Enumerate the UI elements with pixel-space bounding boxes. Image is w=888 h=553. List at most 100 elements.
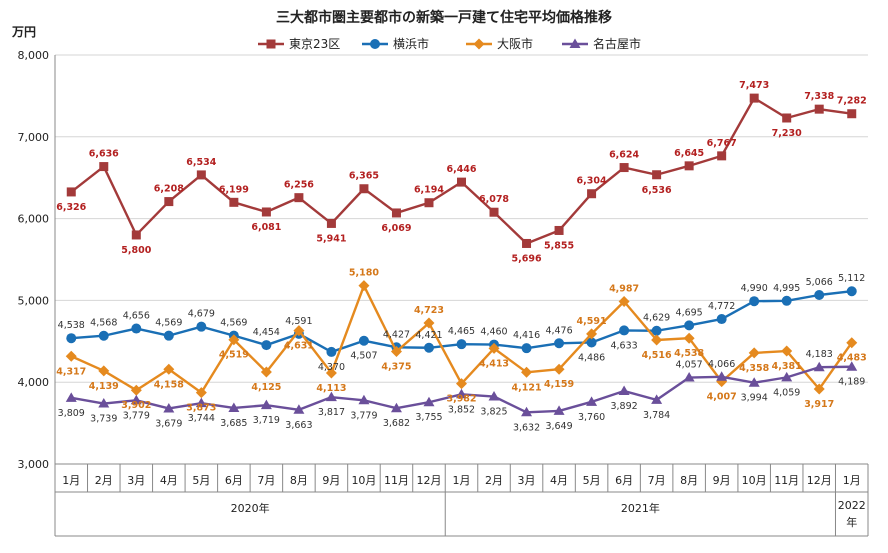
data-label: 4,772 [708, 301, 735, 312]
year-label: 2020年 [231, 501, 270, 515]
y-tick-label: 4,000 [18, 376, 50, 389]
data-label: 4,679 [188, 309, 215, 320]
x-tick-label: 11月 [774, 474, 799, 487]
data-point [749, 296, 760, 307]
data-label: 5,696 [512, 253, 542, 264]
data-label: 5,112 [838, 273, 865, 284]
data-label: 3,739 [90, 414, 117, 425]
data-point [781, 371, 793, 382]
data-label: 5,066 [806, 277, 833, 288]
data-point [423, 396, 435, 407]
data-label: 7,282 [837, 96, 867, 107]
data-label: 6,326 [56, 202, 86, 213]
series-3 [65, 280, 858, 399]
data-point [391, 208, 401, 218]
data-label: 4,421 [415, 330, 442, 341]
x-tick-label: 4月 [160, 474, 178, 487]
data-label: 4,057 [676, 360, 703, 371]
data-point [847, 109, 857, 119]
data-point [195, 397, 207, 408]
data-point [717, 151, 727, 161]
y-tick-label: 8,000 [18, 49, 50, 62]
x-tick-label: 12月 [416, 474, 441, 487]
data-label: 3,852 [448, 404, 475, 415]
data-label: 4,121 [512, 382, 542, 393]
data-label: 4,358 [739, 363, 769, 374]
data-label: 4,113 [316, 383, 346, 394]
x-tick-label: 8月 [290, 474, 308, 487]
data-label: 6,078 [479, 194, 509, 205]
data-point [98, 365, 110, 377]
data-label: 4,507 [350, 351, 377, 362]
data-label: 6,365 [349, 171, 379, 182]
data-point [65, 392, 77, 402]
data-point [98, 330, 109, 341]
data-label: 3,982 [446, 394, 476, 405]
data-label: 6,194 [414, 185, 444, 196]
data-label: 4,486 [578, 352, 605, 363]
data-label: 3,825 [480, 407, 507, 418]
data-point [196, 170, 206, 180]
data-label: 4,629 [643, 313, 670, 324]
data-label: 4,519 [219, 350, 249, 361]
data-label: 4,568 [90, 318, 117, 329]
series-1 [66, 93, 857, 248]
data-label: 6,534 [186, 157, 216, 168]
data-point [618, 385, 630, 396]
data-point [260, 366, 272, 378]
data-label: 3,685 [220, 418, 247, 429]
data-label: 4,538 [674, 348, 704, 359]
data-point [163, 402, 175, 413]
data-point [358, 335, 369, 346]
data-point [228, 334, 240, 346]
data-label: 4,370 [318, 362, 345, 373]
data-point [131, 323, 142, 334]
x-tick-label: 5月 [583, 474, 601, 487]
data-label: 4,483 [837, 353, 867, 364]
x-tick-label: 11月 [384, 474, 409, 487]
data-label: 7,230 [772, 128, 802, 139]
data-point [814, 104, 824, 114]
data-label: 3,892 [610, 401, 637, 412]
x-axis: 1月 2月 3月 4月 5月 6月 7月 8月 9月 10月 11月 12月 1月 2月 3月 4月 5月 6月 7… [54, 464, 869, 537]
data-point [781, 295, 792, 306]
y-tick-label: 3,000 [18, 458, 50, 471]
data-point [586, 328, 598, 340]
data-label: 5,180 [349, 268, 379, 279]
x-tick-label: 6月 [225, 474, 243, 487]
y-tick-label: 6,000 [18, 213, 50, 226]
data-point [684, 320, 695, 331]
y-tick-label: 5,000 [18, 294, 50, 307]
data-point [619, 325, 630, 336]
x-tick-label: 2月 [95, 474, 113, 487]
legend-swatch-marker [266, 39, 276, 49]
legend-item: 大阪市 [466, 36, 533, 51]
x-tick-label: 8月 [680, 474, 698, 487]
data-label: 4,159 [544, 379, 574, 390]
data-label: 4,317 [56, 366, 86, 377]
data-label: 4,723 [414, 305, 444, 316]
y-axis-ticks: 3,000 4,000 5,000 6,000 7,000 8,000 [18, 49, 50, 471]
data-point [195, 387, 207, 399]
data-point [98, 398, 110, 408]
data-label: 4,460 [480, 327, 507, 338]
data-point [261, 340, 272, 351]
data-label: 4,656 [123, 311, 150, 322]
data-point [489, 207, 499, 217]
data-point [813, 361, 825, 372]
data-point [781, 345, 793, 357]
data-label: 4,465 [448, 326, 475, 337]
x-tick-label: 7月 [257, 474, 275, 487]
data-point [488, 342, 500, 354]
data-point [782, 113, 792, 123]
legend-item: 名古屋市 [562, 36, 641, 51]
x-tick-label: 9月 [322, 474, 340, 487]
data-label: 4,189 [838, 377, 865, 388]
data-label: 4,569 [155, 318, 182, 329]
data-label: 4,059 [773, 387, 800, 398]
data-point [553, 363, 565, 375]
data-point [261, 207, 271, 217]
legend-item: 東京23区 [258, 37, 340, 51]
data-label: 4,591 [577, 316, 607, 327]
